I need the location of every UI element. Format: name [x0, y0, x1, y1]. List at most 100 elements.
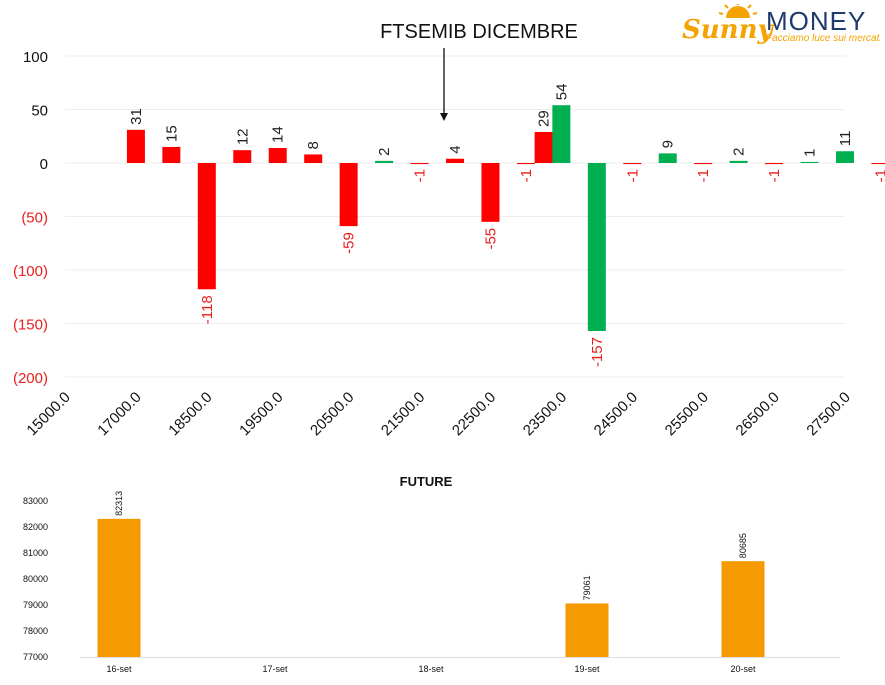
top-bar	[765, 163, 784, 165]
top-x-axis: 15000.0 17000.0 18500.0 19500.0 20500.0 21500…	[23, 389, 853, 439]
top-x-tick-label: 24500.0	[591, 389, 641, 439]
top-bar-label: -1	[872, 169, 885, 182]
strike-open-interest-chart: 100 50 0 (50) (100) (150) (200) 15000.0 17000.0…	[13, 21, 885, 439]
future-y-tick-label: 80000	[23, 574, 48, 584]
future-y-tick-label: 82000	[23, 522, 48, 532]
future-y-tick-label: 81000	[23, 548, 48, 558]
future-data-labels: 82313 79061 80685	[114, 491, 748, 601]
top-bar-label: -1	[695, 169, 712, 182]
top-bar	[800, 161, 819, 163]
top-bar-label: 2	[731, 148, 748, 156]
future-bar	[97, 518, 141, 657]
future-y-tick-label: 78000	[23, 626, 48, 636]
logo-graphic: Sunny MONEY Facciamo luce sui mercati	[682, 1, 882, 45]
top-y-tick-label: 50	[31, 103, 48, 120]
top-bar-label: 31	[128, 108, 145, 125]
top-bar-label: -157	[589, 337, 606, 367]
future-x-tick-label: 18-set	[418, 664, 444, 674]
logo-money-text: MONEY	[766, 6, 866, 36]
future-x-tick-label: 19-set	[574, 664, 600, 674]
top-y-tick-label: (50)	[21, 210, 48, 227]
logo-tagline: Facciamo luce sui mercati	[766, 33, 880, 44]
top-bar	[339, 163, 358, 227]
top-bar-label: -59	[341, 232, 358, 254]
top-bar-label: 1	[802, 149, 819, 157]
top-x-tick-label: 20500.0	[307, 389, 357, 439]
logo-script-text: Sunny	[682, 15, 774, 44]
top-bar	[534, 131, 553, 163]
future-chart-title: FUTURE	[400, 474, 453, 489]
top-y-axis: 100 50 0 (50) (100) (150) (200)	[13, 49, 48, 387]
top-x-tick-label: 19500.0	[236, 389, 286, 439]
top-bar	[658, 153, 677, 163]
top-grid	[65, 55, 845, 378]
top-bar	[446, 158, 464, 163]
top-bar	[304, 154, 323, 163]
top-bar	[197, 163, 216, 290]
sunny-money-logo: Sunny MONEY Facciamo luce sui mercati	[680, 1, 882, 45]
top-y-tick-label: (200)	[13, 370, 48, 387]
top-bar-label: 11	[837, 131, 854, 147]
annotation: FTSEMIB DICEMBRE	[380, 21, 578, 121]
top-x-tick-label: 15000.0	[23, 389, 73, 439]
future-y-axis: 77000 78000 79000 80000 81000 82000 83000	[23, 496, 48, 662]
future-chart: FUTURE 77000 78000 79000 80000 81000 82000 830…	[23, 474, 840, 674]
future-bar-label: 79061	[582, 575, 592, 600]
top-bar-label: 14	[270, 126, 287, 143]
future-bar	[565, 603, 609, 657]
future-bar-label: 80685	[738, 533, 748, 558]
top-bar-label: -1	[518, 169, 535, 182]
future-y-tick-label: 79000	[23, 600, 48, 610]
future-x-axis: 16-set 17-set 18-set 19-set 20-set	[80, 657, 840, 674]
top-x-tick-label: 23500.0	[520, 389, 570, 439]
future-bar-label: 82313	[114, 491, 124, 516]
top-bar	[126, 129, 145, 163]
top-bar-label: -1	[766, 169, 783, 182]
top-y-tick-label: 100	[23, 49, 48, 66]
top-bar	[410, 163, 429, 165]
top-bar	[516, 163, 535, 165]
future-x-tick-label: 17-set	[262, 664, 288, 674]
top-bar-label: 54	[553, 84, 570, 101]
annotation-text: FTSEMIB DICEMBRE	[380, 21, 578, 43]
top-bar	[871, 163, 885, 165]
top-bar-label: 29	[536, 110, 553, 127]
top-bar	[268, 148, 287, 163]
top-bar-label: 8	[305, 141, 322, 149]
future-bars	[97, 518, 765, 657]
top-bar-label: 15	[163, 125, 180, 142]
top-x-tick-label: 27500.0	[803, 389, 853, 439]
top-bar	[233, 150, 252, 163]
top-bar-label: 9	[660, 140, 677, 148]
top-bar-label: -1	[412, 169, 429, 182]
future-x-tick-label: 20-set	[730, 664, 756, 674]
top-bar	[162, 146, 181, 163]
top-bar	[729, 160, 748, 163]
future-y-tick-label: 77000	[23, 652, 48, 662]
top-bar	[836, 151, 854, 163]
top-bar	[623, 163, 642, 165]
top-x-tick-label: 21500.0	[378, 389, 428, 439]
future-x-tick-label: 16-set	[106, 664, 132, 674]
top-bar-label: -118	[199, 295, 216, 324]
top-x-tick-label: 22500.0	[449, 389, 499, 439]
top-x-tick-label: 25500.0	[662, 389, 712, 439]
top-bar-label: 2	[376, 148, 393, 156]
top-bar	[587, 163, 606, 331]
top-bar	[552, 105, 571, 163]
top-y-tick-label: (150)	[13, 317, 48, 334]
top-bar-label: 4	[447, 145, 464, 153]
top-y-tick-label: (100)	[13, 263, 48, 280]
top-x-tick-label: 18500.0	[165, 389, 215, 439]
top-bar	[481, 163, 500, 222]
top-bar	[694, 163, 713, 165]
top-bar	[375, 160, 394, 163]
top-bar-label: -55	[482, 228, 499, 250]
future-y-tick-label: 83000	[23, 496, 48, 506]
top-y-tick-label: 0	[40, 156, 48, 173]
future-bar	[721, 561, 765, 657]
top-bars	[126, 105, 885, 331]
top-x-tick-label: 26500.0	[733, 389, 783, 439]
top-bar-label: 12	[234, 128, 251, 145]
